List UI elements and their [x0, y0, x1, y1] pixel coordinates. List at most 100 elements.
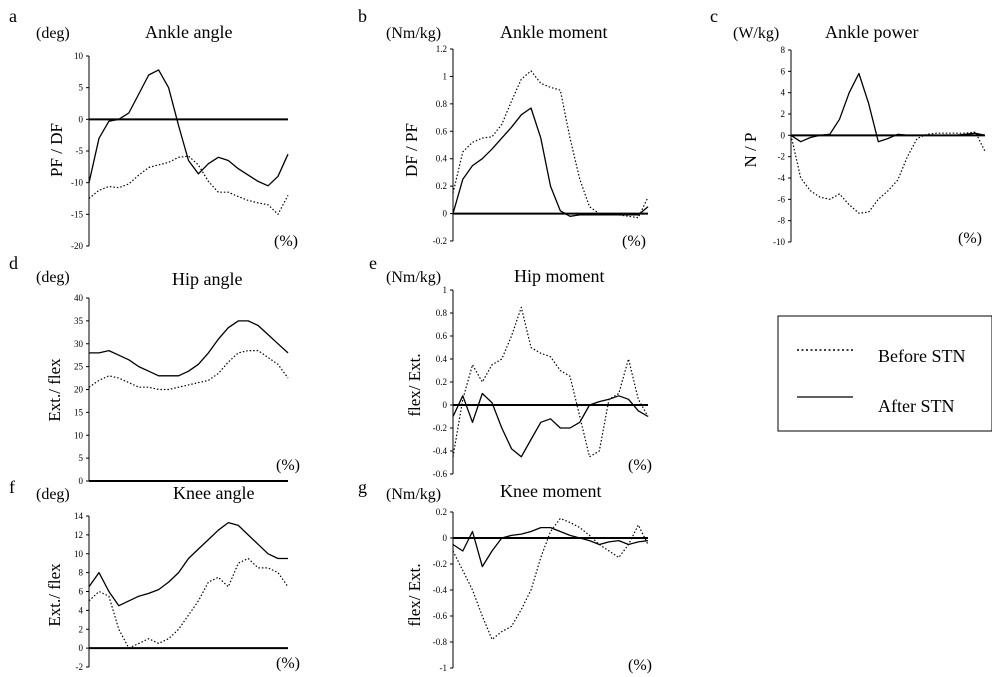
- panel-g: g (Nm/kg) Knee moment flex/ Ext. (%) 0.2 0 -0.2…: [358, 477, 652, 674]
- y-tick-label: -0.4: [433, 446, 448, 456]
- panel-d: d (deg) Hip angle Ext./ flex (%) 40 35 30 25 20 15…: [9, 253, 300, 486]
- legend-frame: [777, 315, 992, 432]
- series-line-after-stn: [88, 69, 289, 187]
- y-tick-label: 0: [443, 533, 448, 543]
- y-tick-label: -6: [778, 194, 786, 204]
- series-line-before-stn: [88, 557, 289, 649]
- x-axis-label: (%): [628, 657, 652, 674]
- y-tick-label: 2: [79, 624, 84, 634]
- x-axis-label: (%): [622, 233, 646, 250]
- y-tick-label: 25: [74, 362, 84, 372]
- panel-a: a (deg) Ankle angle PF / DF (%) 10 5 0 -5 -10 -15 -…: [9, 6, 298, 251]
- legend: Before STN After STN: [777, 315, 992, 432]
- y-axis-label: Ext./ flex: [45, 563, 64, 627]
- unit-label: (deg): [36, 486, 70, 503]
- unit-label: (Nm/kg): [386, 269, 441, 286]
- x-axis-label: (%): [628, 457, 652, 474]
- y-axis-label: flex/ Ext.: [405, 353, 424, 416]
- legend-label-after-stn: After STN: [878, 396, 954, 416]
- y-tick-label: 30: [74, 339, 84, 349]
- y-tick-label: 10: [74, 549, 84, 559]
- panel-letter: g: [358, 477, 367, 497]
- y-tick-label: 14: [74, 511, 84, 521]
- panel-letter: f: [9, 477, 15, 497]
- chart-title: Knee angle: [173, 483, 254, 503]
- y-tick-label: 15: [74, 407, 84, 417]
- panel-f: f (deg) Knee angle Ext./ flex (%) 14 12 10 8 6 4 2 0…: [9, 477, 300, 672]
- y-tick-label: -15: [71, 209, 83, 219]
- legend-label-before-stn: Before STN: [878, 346, 965, 366]
- series-line-before-stn: [452, 306, 649, 458]
- y-tick-label: -0.6: [433, 611, 448, 621]
- series-line-after-stn: [452, 526, 649, 568]
- series-line-after-stn: [89, 320, 289, 377]
- series-line-before-stn: [452, 517, 649, 641]
- y-tick-label: 0.8: [436, 308, 448, 318]
- unit-label: (W/kg): [733, 25, 779, 42]
- x-axis-label: (%): [274, 233, 298, 250]
- unit-label: (Nm/kg): [386, 25, 441, 42]
- series-line-before-stn: [88, 155, 289, 215]
- x-axis-label: (%): [276, 655, 300, 672]
- y-tick-label: 0: [79, 476, 84, 486]
- unit-label: (Nm/kg): [386, 486, 441, 503]
- y-tick-label: 0: [79, 114, 84, 124]
- x-axis-label: (%): [958, 230, 982, 247]
- y-tick-label: 0.6: [436, 126, 448, 136]
- y-axis-label: DF / PF: [402, 123, 421, 177]
- y-tick-label: -2: [76, 662, 84, 672]
- y-tick-label: 0.4: [436, 154, 448, 164]
- y-tick-label: 40: [74, 293, 84, 303]
- y-tick-label: 1: [443, 71, 448, 81]
- y-tick-label: 5: [79, 453, 84, 463]
- panel-letter: e: [369, 253, 377, 273]
- y-tick-label: 20: [74, 385, 84, 395]
- y-axis-label: Ext./ flex: [45, 358, 64, 422]
- y-tick-label: -0.2: [433, 236, 447, 246]
- y-tick-label: -10: [71, 178, 83, 188]
- y-tick-label: 2: [781, 109, 786, 119]
- y-tick-label: 0.6: [436, 331, 448, 341]
- panel-letter: b: [358, 6, 367, 26]
- chart-title: Hip angle: [172, 269, 242, 289]
- panel-letter: c: [710, 6, 718, 26]
- unit-label: (deg): [36, 269, 70, 286]
- x-axis-label: (%): [276, 457, 300, 474]
- panel-e: e (Nm/kg) Hip moment flex/ Ext. (%) 1 0.8 0.6 0.…: [369, 253, 652, 479]
- y-tick-label: 4: [781, 88, 786, 98]
- series-line-after-stn: [452, 107, 649, 217]
- y-tick-label: -0.8: [433, 637, 448, 647]
- y-tick-label: 0.2: [436, 507, 447, 517]
- y-tick-label: 6: [781, 66, 786, 76]
- panel-b: b (Nm/kg) Ankle moment DF / PF (%) 1.2 1 0.8 0.6…: [358, 6, 649, 250]
- y-tick-label: 10: [74, 430, 84, 440]
- y-tick-label: -5: [76, 146, 84, 156]
- series-line-after-stn: [790, 72, 986, 143]
- y-tick-label: 1.2: [436, 44, 447, 54]
- y-tick-label: 0.8: [436, 99, 448, 109]
- series-line-before-stn: [88, 350, 289, 391]
- chart-title: Knee moment: [500, 481, 601, 501]
- y-tick-label: -0.6: [433, 469, 448, 479]
- y-tick-label: -2: [778, 152, 786, 162]
- y-tick-label: 0: [781, 130, 786, 140]
- y-tick-label: 4: [79, 605, 84, 615]
- panel-letter: d: [9, 253, 18, 273]
- y-tick-label: 1: [443, 285, 448, 295]
- y-axis-label: N / P: [741, 133, 760, 168]
- panel-letter: a: [9, 6, 17, 26]
- y-axis-label: flex/ Ext.: [405, 563, 424, 626]
- y-tick-label: 0: [443, 209, 448, 219]
- y-tick-label: 0: [443, 400, 448, 410]
- panel-c: c (W/kg) Ankle power N / P (%) 8 6 4 2 0 -2 -4 -6 -8 -…: [710, 6, 986, 247]
- chart-title: Ankle power: [825, 22, 918, 42]
- y-tick-label: 0.2: [436, 377, 447, 387]
- series-line-before-stn: [452, 70, 649, 219]
- y-tick-label: 35: [74, 316, 84, 326]
- y-tick-label: 6: [79, 587, 84, 597]
- series-line-after-stn: [452, 392, 649, 458]
- chart-title: Ankle angle: [145, 22, 232, 42]
- y-tick-label: -20: [71, 241, 83, 251]
